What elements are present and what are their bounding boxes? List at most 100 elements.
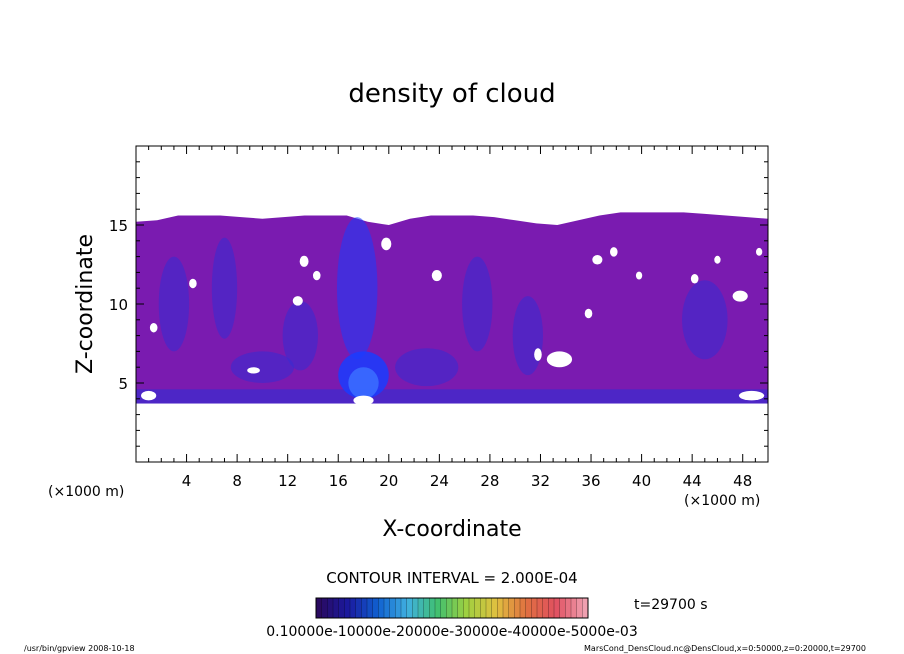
cloud-gap — [755, 247, 763, 256]
cloud-gap — [353, 395, 374, 406]
colorbar-swatch — [525, 598, 532, 618]
colorbar-swatch — [418, 598, 424, 618]
cloud-gap — [141, 390, 157, 401]
x-tick-label: 20 — [379, 472, 398, 490]
colorbar-swatch — [378, 598, 385, 618]
colorbar-swatch — [559, 598, 566, 618]
colorbar-swatch — [514, 598, 521, 618]
colorbar — [315, 598, 589, 618]
colorbar-frame — [315, 597, 589, 619]
colorbar-swatch — [435, 598, 441, 618]
colorbar-swatch — [384, 598, 390, 618]
colorbar-swatch — [480, 598, 487, 618]
cloud-gap — [635, 271, 643, 280]
colorbar-swatch — [452, 598, 458, 618]
y-tick-label: 10 — [109, 296, 128, 314]
x-unit-label: (×1000 m) — [684, 493, 760, 509]
cloud-gap — [546, 351, 573, 368]
colorbar-swatch — [321, 598, 328, 618]
colorbar-swatch — [548, 598, 555, 618]
cloud-gap — [584, 308, 593, 319]
mid-density-region — [395, 348, 459, 387]
cloud-density-field — [136, 212, 768, 406]
y-axis-label: Z-coordinate — [73, 234, 98, 374]
colorbar-swatch — [491, 598, 498, 618]
colorbar-swatch — [338, 598, 345, 618]
colorbar-swatch — [429, 598, 436, 618]
mid-density-region — [230, 351, 294, 384]
footer-left: /usr/bin/gpview 2008-10-18 — [24, 644, 135, 653]
footer-right: MarsCond_DensCloud.nc@DensCloud,x=0:5000… — [584, 644, 866, 653]
colorbar-swatch — [333, 598, 339, 618]
colorbar-swatch — [582, 598, 589, 618]
colorbar-swatch — [350, 598, 356, 618]
time-label: t=29700 s — [634, 597, 708, 613]
y-tick-label: 5 — [118, 375, 128, 393]
cloud-gap — [592, 255, 603, 265]
updraft-plume — [336, 217, 378, 360]
colorbar-swatch — [457, 598, 464, 618]
dense-core-center — [348, 367, 379, 399]
colorbar-swatch — [474, 598, 481, 618]
colorbar-swatch — [531, 598, 538, 618]
x-tick-label: 36 — [581, 472, 600, 490]
cloud-gap — [534, 348, 542, 361]
colorbar-swatch — [327, 598, 334, 618]
mid-density-region — [282, 300, 319, 371]
y-tick-label: 15 — [109, 217, 128, 235]
cloud-gap — [690, 273, 699, 284]
mid-density-region — [462, 256, 493, 352]
cloud-gap — [312, 270, 321, 281]
colorbar-swatch — [423, 598, 430, 618]
cloud-gap — [149, 322, 158, 333]
colorbar-swatch — [542, 598, 549, 618]
mid-density-region — [158, 256, 190, 352]
colorbar-swatch — [508, 598, 515, 618]
colorbar-swatch — [469, 598, 475, 618]
colorbar-swatch — [389, 598, 396, 618]
x-tick-label: 28 — [480, 472, 499, 490]
chart-title: density of cloud — [348, 79, 555, 109]
z-unit-label: (×1000 m) — [48, 484, 124, 500]
x-tick-label: 16 — [329, 472, 348, 490]
cloud-gap — [299, 255, 309, 267]
cloud-gap — [292, 296, 303, 306]
colorbar-swatch — [406, 598, 413, 618]
colorbar-swatch — [576, 598, 583, 618]
x-tick-label: 40 — [632, 472, 651, 490]
cloud-gap — [714, 255, 721, 264]
colorbar-swatch — [367, 598, 373, 618]
colorbar-swatch — [412, 598, 419, 618]
lower-dense-band — [136, 389, 768, 404]
colorbar-swatch — [520, 598, 526, 618]
colorbar-swatch — [361, 598, 368, 618]
cloud-gap — [738, 390, 765, 401]
colorbar-swatch — [344, 598, 351, 618]
cloud-gap — [189, 278, 197, 289]
colorbar-swatch — [503, 598, 509, 618]
colorbar-swatch — [446, 598, 453, 618]
colorbar-labels: 0.10000e-10000e-20000e-30000e-40000e-500… — [266, 624, 637, 640]
x-tick-label: 8 — [232, 472, 242, 490]
colorbar-swatch — [497, 598, 504, 618]
x-tick-label: 12 — [278, 472, 297, 490]
colorbar-swatch — [463, 598, 470, 618]
colorbar-swatch — [537, 598, 543, 618]
contour-interval: CONTOUR INTERVAL = 2.000E-04 — [326, 569, 577, 587]
colorbar-swatch — [401, 598, 407, 618]
colorbar-swatch — [571, 598, 577, 618]
colorbar-swatch — [395, 598, 402, 618]
colorbar-swatch — [554, 598, 560, 618]
mid-density-region — [211, 237, 238, 339]
colorbar-swatch — [440, 598, 447, 618]
x-tick-label: 32 — [531, 472, 550, 490]
cloud-gap — [431, 270, 442, 282]
x-tick-label: 48 — [733, 472, 752, 490]
colorbar-swatch — [372, 598, 379, 618]
x-tick-label: 24 — [430, 472, 449, 490]
x-tick-label: 4 — [182, 472, 192, 490]
colorbar-swatch — [565, 598, 572, 618]
mid-density-region — [512, 296, 544, 376]
